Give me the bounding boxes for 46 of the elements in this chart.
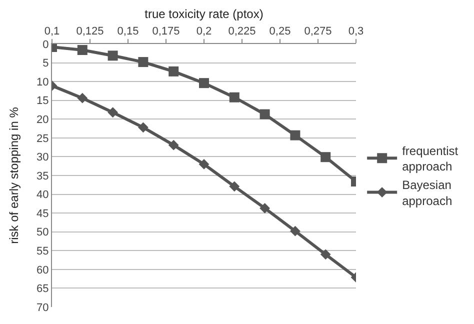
y-tick-label: 55: [36, 245, 49, 258]
point: [77, 45, 88, 56]
y-tick-label: 40: [36, 189, 49, 202]
y-tick-label: 35: [36, 170, 49, 182]
x-tick-label: 0,25: [269, 26, 291, 38]
point: [168, 66, 179, 76]
y-tick-label: 25: [36, 132, 49, 145]
point: [320, 152, 331, 162]
point: [138, 122, 148, 133]
point: [198, 159, 210, 170]
point: [138, 57, 148, 68]
x-tick-label: 0,175: [152, 26, 180, 38]
x-tick-label: 0,125: [76, 26, 104, 38]
point: [229, 92, 240, 102]
y-tick-label: 70: [36, 302, 49, 314]
point: [290, 226, 300, 236]
point: [199, 78, 209, 88]
y-tick-label: 45: [36, 208, 49, 220]
point: [108, 50, 118, 61]
y-tick-label: 15: [36, 95, 49, 108]
point: [108, 107, 118, 118]
point: [229, 181, 240, 192]
y-tick-label: 10: [36, 76, 49, 88]
legend-label: Bayesian approach: [402, 178, 452, 208]
point: [290, 130, 300, 140]
y-tick-label: 30: [36, 152, 49, 164]
y-tick-label: 65: [36, 283, 49, 296]
point: [260, 202, 270, 214]
y-tick-label: 20: [36, 114, 49, 126]
x-tick-label: 0,275: [304, 26, 332, 38]
point: [260, 109, 270, 120]
point: [320, 249, 331, 260]
x-axis-title: true toxicity rate (ptox): [144, 6, 264, 21]
y-axis-title: risk of early stopping in %: [7, 106, 21, 244]
point: [168, 140, 179, 150]
y-tick-label: 5: [42, 58, 49, 70]
point: [77, 92, 88, 104]
x-tick-label: 0,2: [196, 26, 212, 38]
x-tick-label: 0,225: [228, 26, 256, 38]
y-tick-label: 0: [42, 38, 49, 51]
y-tick-label: 50: [36, 226, 49, 239]
legend-label: frequentist approach: [402, 144, 459, 174]
x-tick-label: 0,15: [117, 26, 139, 38]
x-tick-label: 0,1: [44, 26, 60, 38]
x-tick-label: 0,3: [348, 26, 364, 38]
y-tick-label: 60: [36, 264, 49, 276]
